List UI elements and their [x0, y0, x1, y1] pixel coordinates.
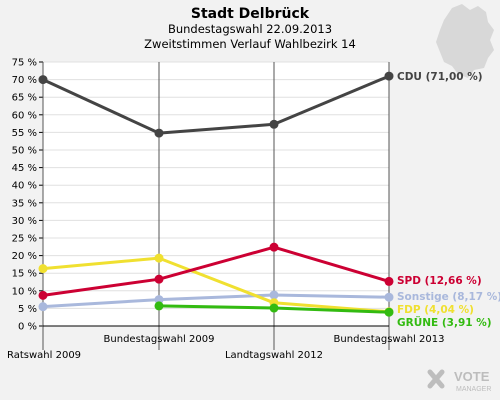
series-point-spd — [269, 242, 279, 252]
chart-title: Stadt Delbrück — [191, 6, 310, 22]
series-point-sonstige — [269, 290, 279, 300]
series-label-fdp: FDP (4,04 %) — [397, 304, 474, 316]
series-point-spd — [154, 274, 164, 284]
y-tick-label: 60 % — [12, 110, 37, 121]
series-line-spd — [42, 245, 390, 297]
y-tick-label: 5 % — [18, 304, 37, 315]
y-tick-label: 30 % — [12, 216, 37, 227]
logo-text-vote: VOTE — [454, 369, 490, 384]
plot-background — [43, 62, 389, 326]
logo-text-manager: MANAGER — [456, 386, 491, 393]
chart-subtitle-desc: Zweitstimmen Verlauf Wahlbezirk 14 — [144, 37, 356, 51]
series-line-cdu — [42, 74, 390, 135]
series-point-gruene — [154, 301, 164, 311]
series-point-spd — [384, 276, 394, 286]
y-tick-label: 45 % — [12, 163, 37, 174]
y-tick-label: 25 % — [12, 234, 37, 245]
y-tick-label: 70 % — [12, 75, 37, 86]
y-tick-label: 20 % — [12, 251, 37, 262]
y-tick-label: 40 % — [12, 181, 37, 192]
x-tick-label: Bundestagswahl 2009 — [104, 334, 215, 345]
series-point-gruene — [269, 303, 279, 313]
series-point-cdu — [384, 71, 394, 81]
series-point-spd — [38, 290, 48, 300]
y-tick-label: 50 % — [12, 146, 37, 157]
y-tick-label: 65 % — [12, 93, 37, 104]
y-tick-label: 0 % — [18, 322, 37, 333]
series-point-cdu — [269, 119, 279, 129]
series-point-cdu — [38, 75, 48, 85]
y-tick-label: 10 % — [12, 286, 37, 297]
series-point-sonstige — [154, 295, 164, 305]
series-line-sonstige — [42, 293, 390, 309]
series-point-cdu — [154, 128, 164, 138]
series-label-spd: SPD (12,66 %) — [397, 275, 482, 287]
series-point-fdp — [154, 253, 164, 263]
series-point-sonstige — [38, 302, 48, 312]
x-tick-label: Landtagswahl 2012 — [225, 350, 323, 361]
y-tick-label: 75 % — [12, 58, 37, 69]
y-tick-label: 15 % — [12, 269, 37, 280]
x-tick-label: Bundestagswahl 2013 — [334, 334, 445, 345]
series-point-fdp — [38, 264, 48, 274]
y-tick-label: 55 % — [12, 128, 37, 139]
votemanager-logo: VOTE MANAGER — [427, 369, 491, 393]
chart-subtitle-date: Bundestagswahl 22.09.2013 — [168, 22, 332, 36]
series-line-fdp — [42, 256, 390, 314]
series-point-sonstige — [384, 292, 394, 302]
series-label-cdu: CDU (71,00 %) — [397, 71, 483, 83]
series-label-sonstige: Sonstige (8,17 %) — [397, 291, 500, 303]
y-tick-label: 35 % — [12, 198, 37, 209]
series-label-gruene: GRÜNE (3,91 %) — [397, 315, 492, 329]
x-tick-label: Ratswahl 2009 — [7, 350, 81, 361]
plot-area: 0 % 5 % 10 % 15 % 20 % 25 % 30 % 35 % 40 % 45 % 50… — [7, 58, 500, 362]
germany-map-icon — [436, 4, 494, 78]
series-point-gruene — [384, 307, 394, 317]
